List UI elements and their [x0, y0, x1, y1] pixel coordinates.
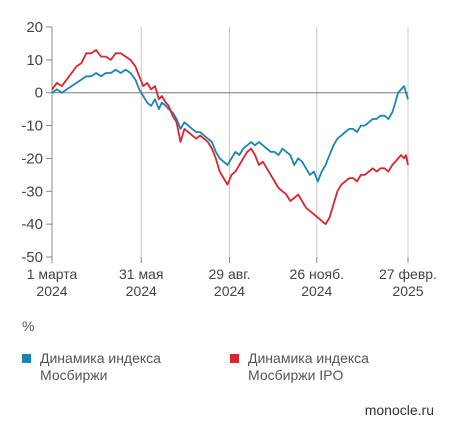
legend-label-moex: Динамика индекса Мосбиржи: [40, 350, 161, 383]
y-tick-label: -10: [21, 118, 43, 135]
y-tick-label: 20: [26, 19, 43, 36]
y-tick-label: -30: [21, 183, 43, 200]
y-tick-label: 0: [35, 85, 43, 102]
series-line-0: [51, 68, 409, 183]
x-tick-label: 27 февр. 2025: [379, 266, 437, 299]
legend-swatch-moex-ipo: [230, 354, 239, 363]
y-tick-label: -40: [21, 216, 43, 233]
legend-label-moex-ipo: Динамика индекса Мосбиржи IPO: [248, 350, 369, 383]
y-axis: 20 10 0 -10 -20 -30 -40 -50: [21, 19, 52, 266]
x-tick-label: 26 нояб. 2024: [290, 266, 344, 299]
x-tick-label: 31 мая 2024: [119, 266, 163, 299]
legend-swatch-moex: [22, 354, 31, 363]
x-tick-label: 29 авг. 2024: [209, 266, 251, 299]
series-lines: [51, 49, 409, 225]
x-axis: 1 марта 2024 31 мая 2024 29 авг. 2024 26 нояб.…: [27, 257, 437, 299]
line-chart: 20 10 0 -10 -20 -30 -40 -50 1 марта 2024 31 мая 20…: [21, 19, 437, 299]
grid-lines: [51, 27, 409, 257]
y-tick-label: -50: [21, 249, 43, 266]
unit-label: %: [22, 318, 35, 334]
series-line-1: [51, 49, 409, 225]
y-tick-label: -20: [21, 150, 43, 167]
y-tick-label: 10: [26, 52, 43, 69]
source-label: monocle.ru: [364, 402, 434, 418]
x-tick-label: 1 марта 2024: [27, 266, 78, 299]
